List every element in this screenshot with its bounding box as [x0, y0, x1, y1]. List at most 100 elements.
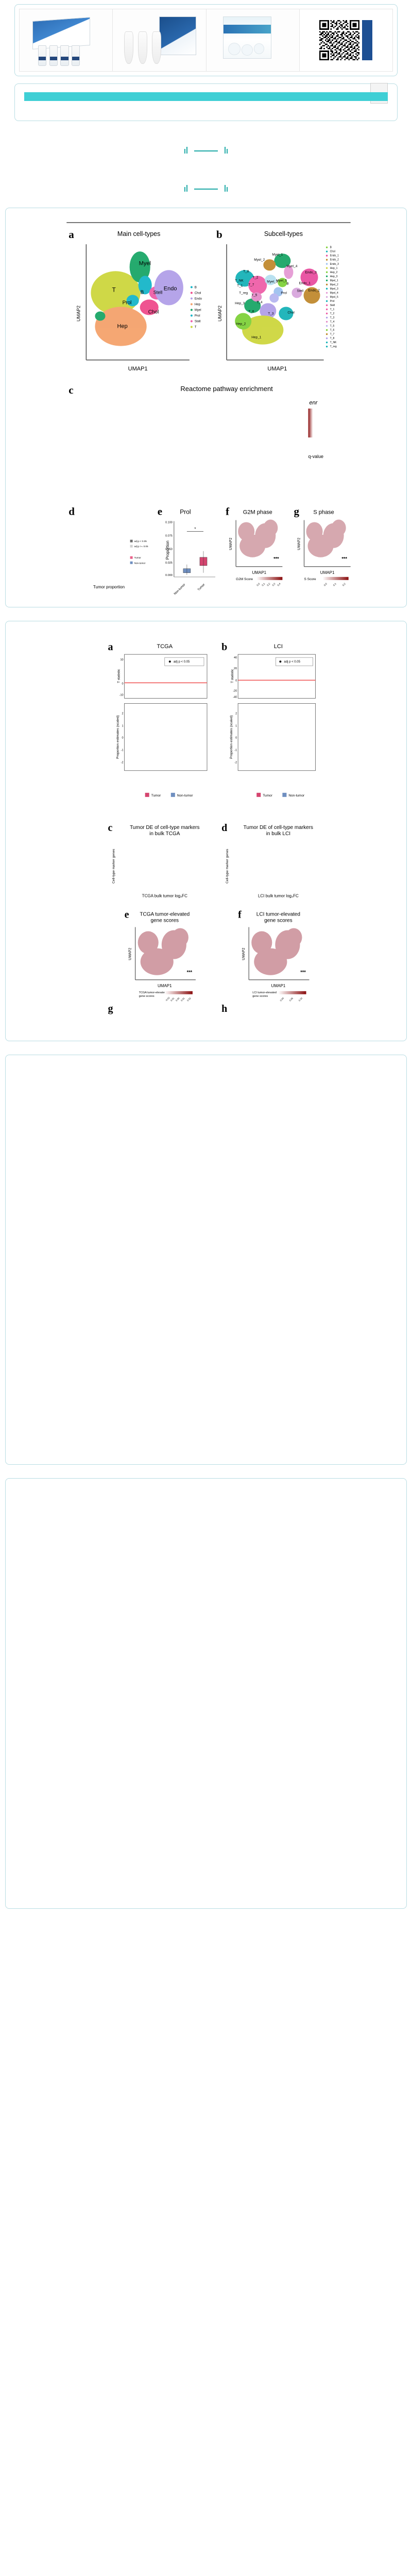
svg-text:Prol: Prol [281, 291, 287, 295]
svg-text:1: 1 [122, 724, 124, 727]
vial-icon-1 [38, 45, 47, 66]
svg-text:UMAP1: UMAP1 [252, 570, 266, 575]
svg-text:0.4: 0.4 [277, 582, 281, 586]
svg-text:0.05: 0.05 [289, 997, 294, 1002]
vial-icon-2 [49, 45, 58, 66]
svg-text:Stell: Stell [330, 304, 335, 307]
svg-text:Myel_5: Myel_5 [276, 279, 287, 282]
svg-text:Tumor proportion: Tumor proportion [93, 585, 125, 589]
svg-text:T_5: T_5 [330, 325, 335, 328]
svg-text:Myel_4: Myel_4 [286, 264, 297, 268]
svg-text:0.01: 0.01 [180, 997, 185, 1002]
article-page: a Main cell-types UMAP2 UMAP1 Myel T B S… [0, 4, 412, 1909]
heading-underline [194, 189, 218, 190]
svg-text:0.10: 0.10 [298, 997, 303, 1002]
svg-text:T_1: T_1 [330, 308, 335, 311]
svg-text:Hep_1: Hep_1 [330, 267, 338, 270]
figure-3-graphic [10, 1062, 402, 1455]
svg-text:UMAP2: UMAP2 [297, 538, 301, 550]
svg-text:Proportion estimates (scaled): Proportion estimates (scaled) [230, 715, 233, 759]
svg-text:T_8: T_8 [243, 269, 249, 273]
svg-text:0.025: 0.025 [165, 562, 173, 565]
svg-text:0: 0 [122, 736, 124, 739]
svg-text:Tumor: Tumor [134, 556, 142, 559]
advertisement-banner[interactable] [14, 4, 398, 76]
svg-text:in bulk TCGA: in bulk TCGA [149, 831, 180, 837]
figure-2-graphic: a TCGA T statistic 100-10 adj p < 0.05 P… [108, 641, 316, 1014]
svg-text:10: 10 [120, 658, 123, 662]
svg-text:Non-tumor: Non-tumor [174, 583, 186, 596]
svg-text:Endo_1: Endo_1 [299, 281, 311, 285]
svg-text:Myel_2: Myel_2 [254, 258, 265, 262]
svg-text:2: 2 [235, 712, 237, 715]
decorative-circle-1 [228, 42, 241, 55]
svg-text:c: c [108, 822, 113, 834]
svg-text:T statistic: T statistic [117, 669, 121, 683]
svg-text:0: 0 [235, 736, 237, 739]
svg-text:a: a [68, 228, 74, 241]
svg-text:Cell-type marker genes: Cell-type marker genes [226, 849, 229, 884]
svg-text:UMAP1: UMAP1 [271, 984, 286, 988]
svg-text:LCI tumor-elevated: LCI tumor-elevated [256, 911, 300, 917]
svg-text:0.050: 0.050 [165, 548, 173, 551]
svg-text:gene scores: gene scores [264, 918, 293, 923]
article-ribbon [24, 92, 388, 101]
ad-product-preservation-kit[interactable] [19, 9, 113, 72]
ad-qr-order[interactable] [299, 9, 393, 72]
svg-text:0.075: 0.075 [165, 535, 173, 538]
article-header-card [14, 83, 398, 121]
svg-text:Prol: Prol [330, 300, 335, 303]
figure-3-card [5, 1054, 407, 1465]
svg-text:Hep_2: Hep_2 [330, 271, 338, 274]
svg-text:Endo_3: Endo_3 [305, 270, 317, 274]
section-heading-results [0, 177, 412, 194]
svg-text:UMAP2: UMAP2 [229, 538, 233, 550]
svg-text:adj p >= 0.05: adj p >= 0.05 [134, 545, 148, 548]
svg-text:e: e [125, 909, 129, 920]
svg-text:T_5: T_5 [251, 293, 258, 297]
decorative-circle-2 [241, 44, 253, 56]
svg-text:2: 2 [122, 712, 124, 715]
svg-text:Prol: Prol [195, 315, 200, 318]
svg-text:Myel_3: Myel_3 [330, 287, 338, 291]
svg-text:Chol: Chol [287, 311, 295, 314]
svg-text:Prol: Prol [180, 509, 191, 516]
product-box-graphic [159, 16, 197, 55]
qr-code-icon[interactable] [319, 20, 360, 60]
ad-product-dissociation-kit[interactable] [205, 9, 300, 72]
figure-4-graphic [10, 1486, 402, 1899]
svg-text:Myel_2: Myel_2 [330, 283, 338, 286]
figure-4-card [5, 1478, 407, 1909]
svg-text:Endo_2: Endo_2 [330, 259, 339, 262]
svg-text:Proportion: Proportion [165, 540, 170, 560]
svg-text:T_2: T_2 [330, 312, 335, 315]
svg-text:TCGA tumor-elevated: TCGA tumor-elevated [140, 911, 190, 917]
svg-text:0.3: 0.3 [272, 582, 276, 586]
svg-text:-40: -40 [233, 696, 237, 699]
svg-text:UMAP1: UMAP1 [320, 570, 335, 575]
svg-text:Reactome pathway enrichment: Reactome pathway enrichment [180, 385, 273, 393]
svg-text:Hep_3: Hep_3 [330, 275, 338, 278]
svg-text:Hep_1: Hep_1 [251, 336, 262, 340]
svg-text:Tumor: Tumor [263, 794, 272, 798]
svg-text:Cell-type marker genes: Cell-type marker genes [112, 849, 116, 884]
tube-icon-2 [138, 31, 147, 64]
svg-text:Proportion estimates (scaled): Proportion estimates (scaled) [116, 715, 120, 759]
svg-text:T_reg: T_reg [330, 345, 337, 348]
svg-text:Endo: Endo [195, 297, 202, 300]
svg-text:T_6: T_6 [330, 329, 335, 332]
svg-text:Hep_2: Hep_2 [236, 323, 246, 326]
ad-product-nucleus-kit[interactable] [112, 9, 207, 72]
svg-text:0.01: 0.01 [170, 997, 175, 1002]
figure-2-card: a TCGA T statistic 10 0 -10 adj p < 0.05 P… [5, 620, 407, 1041]
svg-text:TCGA tumor-elevated: TCGA tumor-elevated [139, 991, 166, 994]
svg-text:0.2: 0.2 [266, 582, 270, 586]
svg-text:40: 40 [234, 656, 237, 659]
svg-text:0: 0 [122, 682, 124, 685]
svg-text:Myel_5: Myel_5 [330, 296, 338, 299]
svg-text:f: f [226, 505, 230, 518]
tube-icon-3 [151, 31, 161, 64]
svg-text:d: d [68, 505, 75, 518]
svg-text:G2M Score: G2M Score [236, 578, 253, 581]
svg-text:UMAP1: UMAP1 [158, 984, 172, 988]
